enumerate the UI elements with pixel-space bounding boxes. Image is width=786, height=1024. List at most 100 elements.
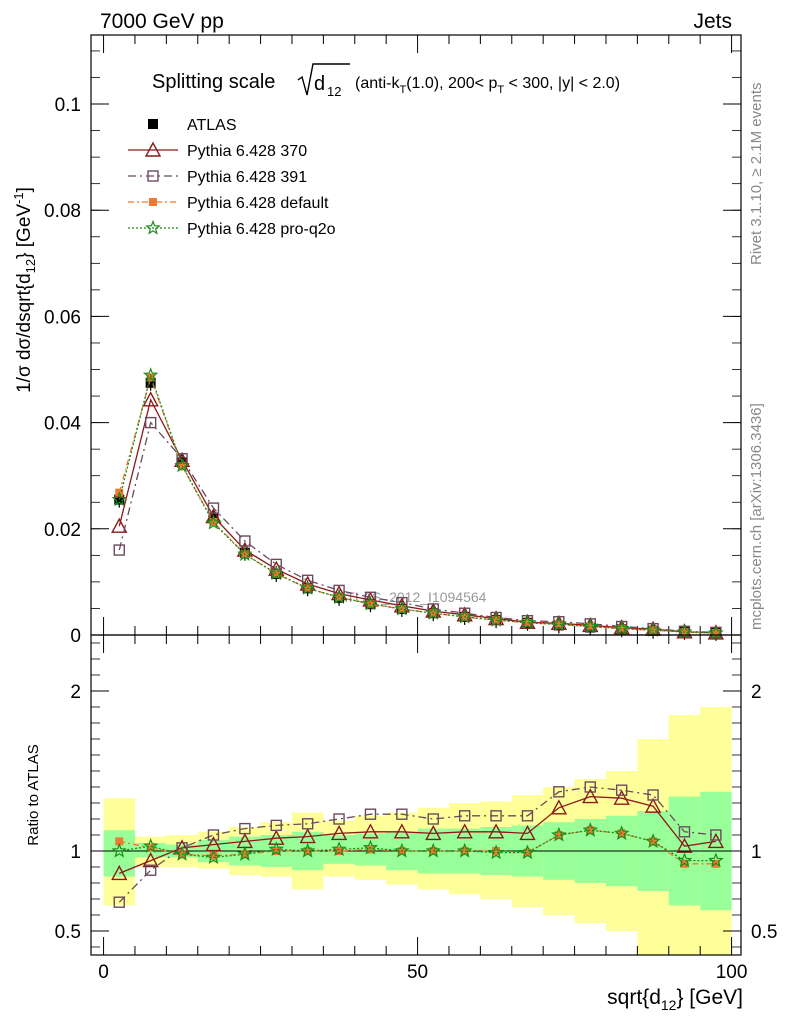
ratio-point: [142, 838, 159, 853]
ratio-point: [115, 837, 124, 846]
xlabel: sqrt{d12} [GeV]: [607, 986, 743, 1013]
rivet-label: Rivet 3.1.10, ≥ 2.1M events: [748, 83, 765, 266]
xtick-label: 0: [98, 962, 109, 983]
ratio-point: [521, 810, 534, 822]
svg-text:d: d: [314, 73, 325, 95]
title-cut-sub2: T: [497, 84, 504, 96]
ratio-point: [396, 808, 408, 820]
legend-label: Pythia 6.428 default: [187, 195, 329, 212]
ratio-point: [393, 823, 411, 839]
series-point: [582, 618, 599, 634]
series-point: [554, 620, 563, 629]
ratio-point: [582, 822, 599, 837]
title-cut-rest: (1.0), 200< p: [406, 75, 497, 92]
ratio-point: [613, 825, 630, 841]
ratio-ytick-label-right: 2: [751, 682, 762, 703]
ratio-frame: [90, 634, 742, 956]
series-point: [142, 367, 159, 382]
ratio-point: [113, 896, 125, 908]
ratio-series-pythia-6-428-391: [113, 781, 722, 908]
ratio-series-pythia-6-428-370: [111, 788, 725, 881]
ratio-point: [207, 829, 220, 841]
ratio-point: [707, 832, 725, 849]
ratio-point: [553, 786, 565, 798]
ratio-point: [303, 847, 312, 855]
mcplots-label: mcplots.cern.ch [arXiv:1306.3436]: [748, 403, 765, 630]
ratio-point: [301, 818, 314, 830]
ratio-point: [615, 784, 628, 796]
ratio-ytick-label-right: 0.5: [751, 922, 777, 943]
ratio-point: [364, 808, 377, 820]
legend-label: Pythia 6.428 370: [187, 143, 307, 160]
series-point: [523, 618, 532, 627]
legend: ATLAS Pythia 6.428 370 Pythia 6.428 391 Pyt…: [128, 117, 336, 238]
legend-item: Pythia 6.428 default: [128, 195, 329, 212]
ratio-point: [270, 819, 282, 832]
series-point: [111, 491, 127, 507]
series-point: [551, 616, 567, 631]
ratio-point: [456, 823, 473, 839]
atlas-point: [145, 377, 156, 388]
ratio-point: [240, 850, 249, 859]
main-ytick-label: 0.1: [55, 95, 81, 116]
ratio-series: [111, 781, 725, 908]
ratio-point: [331, 841, 347, 857]
series-point: [144, 416, 157, 429]
ratio-point: [645, 833, 661, 849]
series-point: [113, 544, 125, 556]
legend-marker: [148, 119, 158, 129]
ratio-point: [335, 847, 344, 855]
ratio-point: [144, 864, 157, 876]
main-ylabel: 1/σ dσ/dsqrt{d12} [GeV-1]: [11, 187, 38, 393]
ratio-point: [676, 837, 693, 853]
ratio-point: [519, 824, 536, 841]
ratio-point: [649, 837, 658, 846]
main-ytick-label: 0: [70, 626, 81, 647]
legend-item: Pythia 6.428 370: [128, 141, 307, 160]
series-point: [272, 569, 281, 578]
header-left: 7000 GeV pp: [100, 10, 224, 33]
legend-marker: [149, 198, 157, 206]
xtick-label: 50: [407, 962, 428, 983]
svg-text:(anti-kT(1.0), 200< pT < 300,: (anti-kT(1.0), 200< pT < 300, |y| < 2.0): [355, 75, 620, 96]
main-ytick-label: 0.06: [44, 307, 81, 328]
ratio-point: [492, 847, 501, 855]
series-point: [488, 611, 504, 627]
ratio-point: [333, 813, 345, 825]
ratio-point: [330, 824, 348, 841]
chart-title: Splitting scale d 12 (anti-kT(1.0), 200<…: [152, 63, 620, 99]
ratio-point: [460, 847, 469, 855]
header-right: Jets: [693, 10, 732, 33]
ratio-point: [488, 844, 504, 860]
ratio-point: [519, 844, 536, 860]
legend-label: ATLAS: [187, 117, 237, 134]
title-sub: 12: [327, 84, 341, 99]
series-point: [613, 620, 630, 636]
ratio-point: [523, 848, 532, 857]
sqrt-sign: [297, 63, 350, 96]
ratio-point: [299, 842, 316, 858]
ratio-point: [425, 824, 442, 841]
ratio-point: [209, 851, 218, 860]
series-point: [146, 373, 155, 382]
ratio-point: [582, 788, 599, 804]
series-point: [331, 589, 347, 604]
atlas-point: [114, 494, 125, 505]
legend-marker: [145, 219, 161, 235]
ratio-point: [644, 797, 662, 813]
ratio-point: [268, 841, 284, 857]
series-point: [207, 502, 220, 514]
series-point: [708, 624, 724, 640]
legend-label: Pythia 6.428 391: [187, 169, 307, 186]
series-point: [586, 622, 595, 631]
ratio-point: [586, 826, 595, 835]
svg-text:12: 12: [327, 84, 341, 99]
title-cut: (anti-k: [355, 75, 400, 92]
ratio-point: [146, 843, 155, 852]
main-ytick-label: 0.08: [44, 201, 81, 222]
main-panel: 00.020.040.060.080.1 ATLAS_2012_I1094564…: [11, 34, 742, 647]
series-point: [456, 608, 473, 624]
ratio-point: [676, 852, 693, 868]
legend-item: ATLAS: [148, 117, 237, 134]
ratio-ytick-label: 0.5: [55, 922, 81, 943]
